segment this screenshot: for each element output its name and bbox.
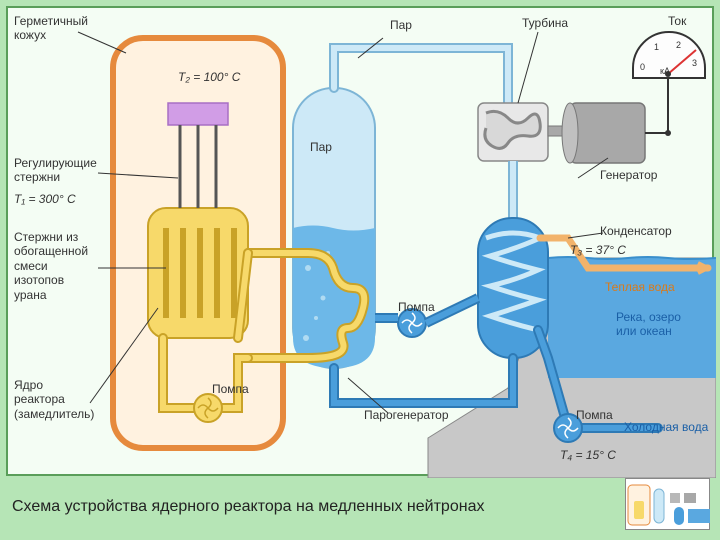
ammeter-gauge: 0 1 2 3 кА [633,32,705,78]
label-river: Река, озероили океан [616,310,681,339]
svg-text:0: 0 [640,62,645,72]
label-pump2: Помпа [398,300,435,314]
generator-body [570,103,645,163]
label-steam-top: Пар [390,18,412,32]
diagram-caption: Схема устройства ядерного реактора на ме… [12,498,484,516]
label-T1: T₁ = 300° C [14,192,76,206]
secondary-return [334,358,513,403]
label-T3: T₃ = 37° C [570,243,626,257]
svg-text:2: 2 [676,40,681,50]
label-T4: T₄ = 15° C [560,448,616,462]
label-control-rods: Регулирующиестержни [14,156,97,185]
label-fuel-rods: Стержни изобогащеннойсмесиизотоповурана [14,230,88,302]
label-pump3: Помпа [576,408,613,422]
label-generator: Генератор [600,168,657,182]
generator-wire [645,78,668,133]
label-turbine: Турбина [522,16,568,30]
label-condenser: Конденсатор [600,224,672,238]
label-steam-generator: Парогенератор [364,408,449,422]
label-T2: T₂ = 100° C [178,70,240,84]
svg-text:1: 1 [654,42,659,52]
control-rod-cap [168,103,228,125]
svg-text:3: 3 [692,58,697,68]
label-reactor-core: Ядрореактора(замедлитель) [14,378,94,421]
label-cold-water: Холодная вода [624,420,708,434]
thumbnail-preview [625,478,710,530]
diagram-frame: 0 1 2 3 кА [6,6,714,476]
label-pump1: Помпа [212,382,249,396]
label-warm-water: Теплая вода [605,280,675,294]
label-steam-vessel: Пар [310,140,332,154]
label-current: Ток [668,14,686,28]
label-hermetic-casing: Герметичныйкожух [14,14,88,43]
gauge-unit: кА [660,66,670,76]
